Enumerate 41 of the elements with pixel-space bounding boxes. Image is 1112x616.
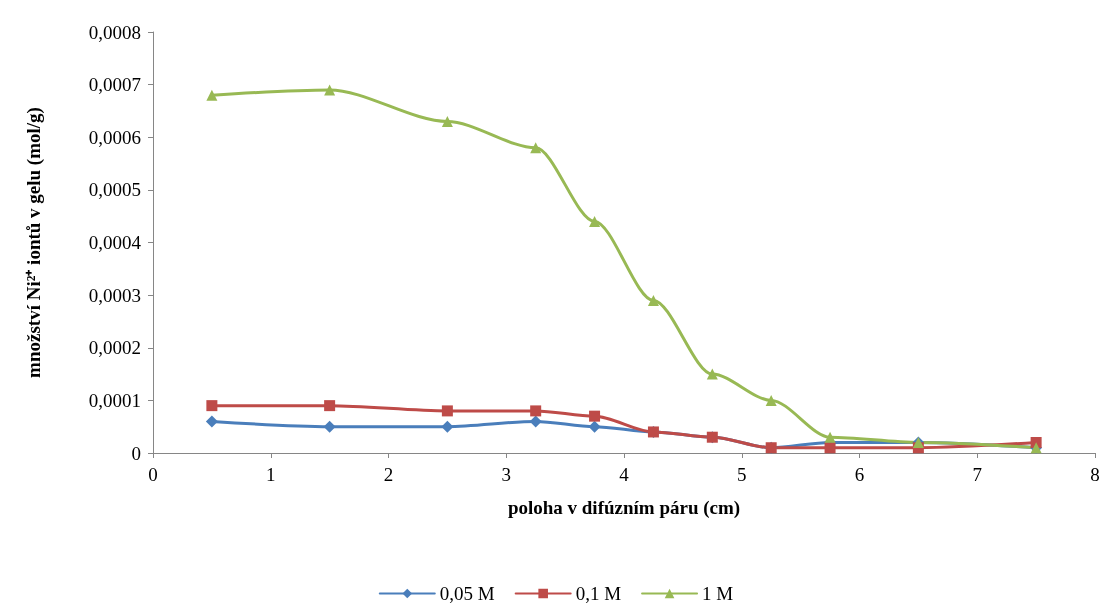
x-tick-label: 6 — [854, 464, 865, 485]
x-tick-label: 2 — [383, 464, 394, 485]
point — [589, 410, 601, 422]
y-axis-title: množství Ni²⁺ iontů v gelu (mol/g) — [23, 107, 45, 378]
y-tick-label: 0,0007 — [88, 74, 141, 96]
point — [529, 415, 542, 428]
legend-label: 1 M — [702, 583, 734, 604]
y-tick-label: 0,0003 — [88, 284, 141, 306]
legend-label: 0,1 M — [575, 583, 622, 604]
point — [824, 431, 836, 443]
point — [530, 142, 542, 154]
point — [530, 405, 542, 417]
point — [324, 84, 336, 96]
point — [206, 400, 218, 412]
y-tick-label: 0,0008 — [88, 21, 141, 43]
x-axis-title: poloha v difúzním páru (cm) — [507, 497, 741, 519]
y-tick-label: 0,0005 — [88, 179, 141, 201]
x-tick-label: 8 — [1090, 464, 1100, 485]
x-tick-label: 4 — [619, 464, 630, 485]
point — [824, 442, 836, 454]
y-tick-label: 0,0002 — [88, 337, 141, 359]
x-tick-label: 0 — [148, 464, 158, 485]
point — [765, 394, 777, 406]
point — [589, 215, 601, 227]
point — [324, 400, 336, 412]
point — [441, 405, 453, 417]
y-tick-label: 0 — [131, 442, 141, 464]
y-tick-label: 0,0004 — [88, 232, 142, 253]
y-tick-label: 0,0001 — [88, 389, 141, 411]
legend-label: 0,05 M — [439, 583, 495, 604]
point — [441, 115, 453, 127]
x-tick-label: 7 — [972, 464, 982, 485]
point — [205, 415, 218, 428]
point — [706, 368, 718, 380]
x-tick-label: 1 — [266, 464, 276, 485]
x-tick-label: 5 — [737, 464, 747, 485]
point — [206, 89, 218, 101]
y-tick-label: 0,0006 — [88, 126, 141, 148]
x-tick-label: 3 — [501, 464, 511, 485]
point — [323, 420, 336, 433]
point — [647, 294, 659, 306]
